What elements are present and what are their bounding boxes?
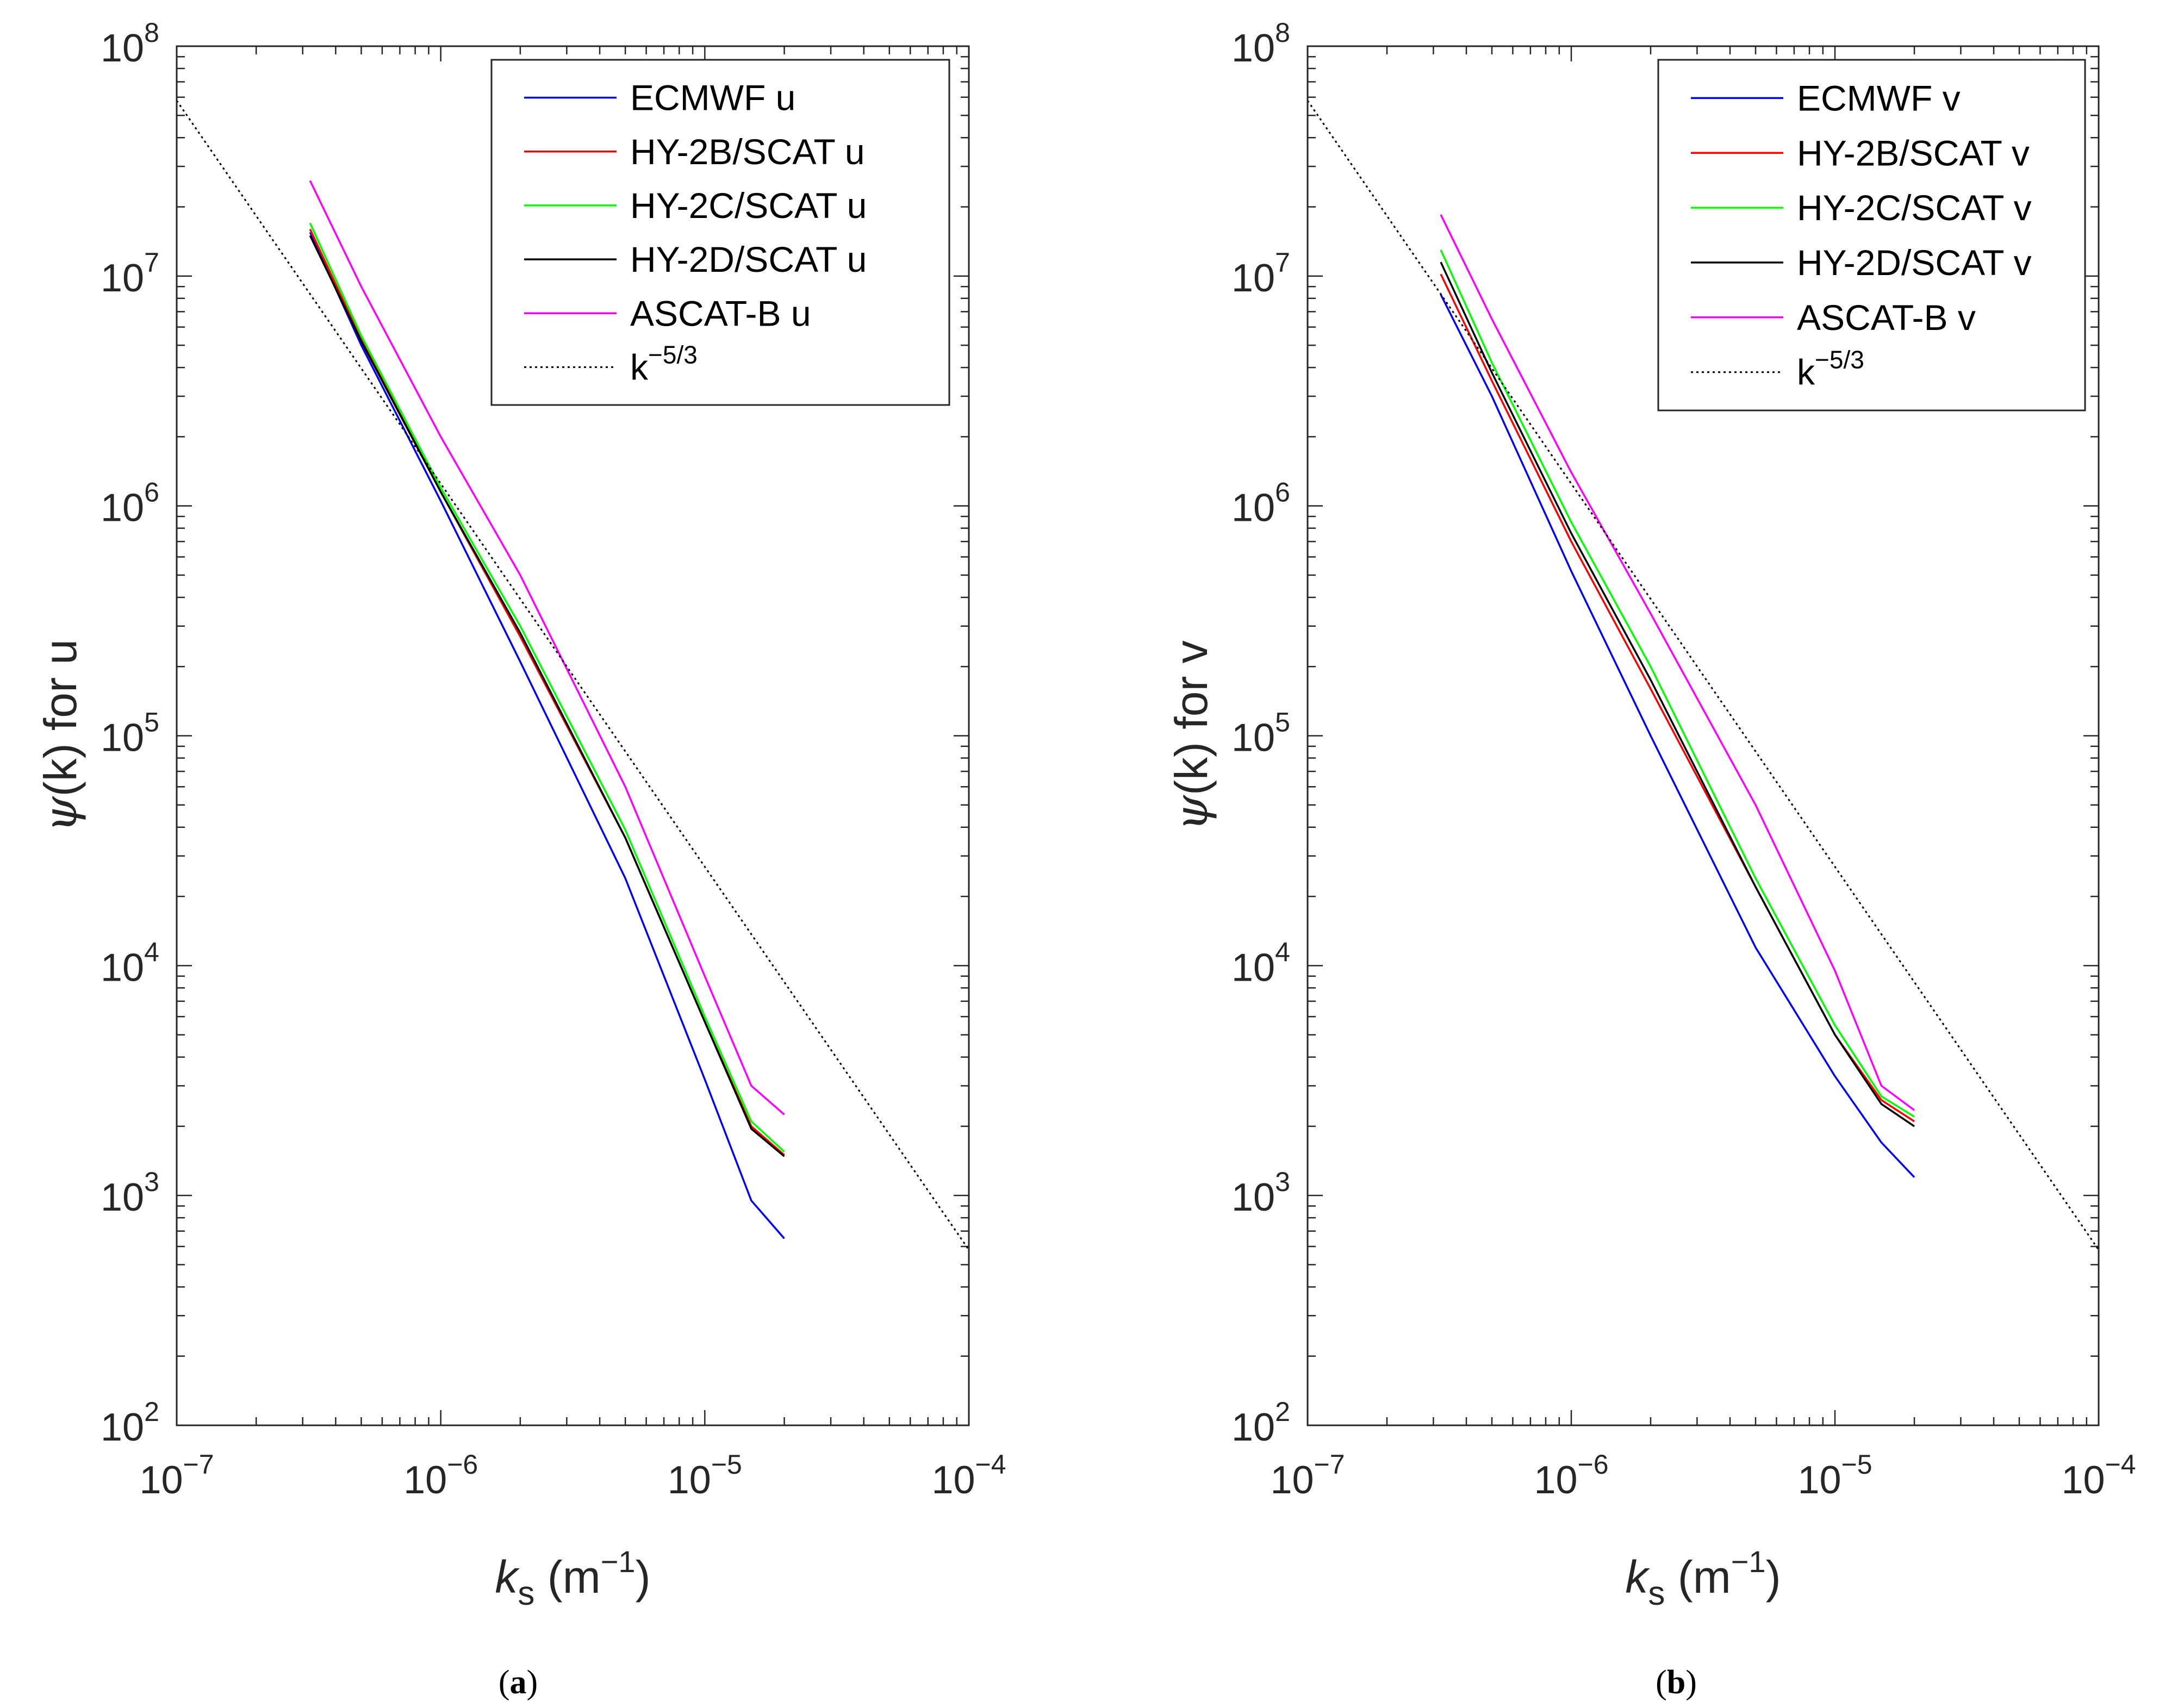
series-line-2: [1440, 249, 1915, 1118]
panel-a: 10−7 10−6 10−5 10−4 102 103 104 105 106 107 108 ks …: [34, 17, 1006, 1701]
tick-marks: [176, 45, 970, 1426]
legend-box: [490, 59, 950, 406]
panel-caption: (b): [1656, 1664, 1697, 1701]
series-line-4: [309, 180, 785, 1115]
y-tick-label: 103: [1231, 1167, 1290, 1219]
legend-entry-3: HY-2D/SCAT v: [1797, 242, 2032, 283]
legend-entry-1: HY-2B/SCAT v: [1797, 133, 2030, 173]
series-line-1: [1440, 273, 1915, 1123]
series-line-3: [1440, 261, 1915, 1127]
y-tick-label: 105: [101, 707, 159, 760]
legend-entry-4: ASCAT-B v: [1797, 297, 1976, 338]
legend-entry-0: ECMWF v: [1797, 78, 1961, 118]
panel-caption: (a): [499, 1664, 538, 1701]
x-tick-label: 10−7: [139, 1449, 214, 1502]
y-axis-label: ψ(k) for u: [34, 639, 87, 832]
legend-entry-4: ASCAT-B u: [630, 293, 811, 333]
axes-box: [1306, 45, 2100, 1426]
legend-entry-3: HY-2D/SCAT u: [630, 239, 867, 279]
y-tick-label: 106: [101, 477, 159, 530]
legend-box: [1657, 59, 2086, 412]
y-tick-label: 102: [1231, 1397, 1290, 1449]
legend: ECMWF v HY-2B/SCAT v HY-2C/SCAT v HY-2D/SCA…: [1657, 59, 2086, 412]
legend-entry-2: HY-2C/SCAT v: [1797, 188, 2032, 228]
series-line-3: [309, 235, 785, 1157]
legend-entry-5: k−5/3: [630, 340, 698, 387]
y-tick-label: 108: [101, 17, 159, 70]
axes-box: [176, 45, 970, 1426]
x-tick-label: 10−5: [668, 1449, 742, 1502]
legend-entry-1: HY-2B/SCAT u: [630, 132, 865, 172]
x-axis-label: ks (m−1): [1625, 1544, 1781, 1612]
x-tick-label: 10−6: [403, 1449, 478, 1502]
x-tick-label: 10−5: [1797, 1449, 1872, 1502]
x-tick-label: 10−7: [1270, 1449, 1345, 1502]
legend: ECMWF u HY-2B/SCAT u HY-2C/SCAT u HY-2D/SCA…: [490, 59, 950, 406]
legend-entry-2: HY-2C/SCAT u: [630, 185, 867, 226]
x-tick-label: 10−6: [1534, 1449, 1608, 1502]
y-tick-label: 103: [101, 1167, 159, 1219]
x-tick-label: 10−4: [931, 1449, 1006, 1502]
series-line-4: [1440, 214, 1915, 1111]
series-line-0: [1440, 294, 1915, 1178]
y-tick-label: 107: [1231, 247, 1290, 300]
panel-b: 10−7 10−6 10−5 10−4 102 103 104 105 106 107 108 ks …: [1165, 17, 2136, 1701]
y-tick-label: 108: [1231, 17, 1290, 70]
x-tick-label: 10−4: [2061, 1449, 2136, 1502]
series-lines: [176, 100, 970, 1251]
y-tick-label: 105: [1231, 707, 1290, 760]
y-tick-label: 106: [1231, 477, 1290, 530]
series-line-0: [309, 232, 785, 1239]
y-tick-label: 107: [101, 247, 159, 300]
series-line-5: [176, 100, 970, 1251]
legend-entry-5: k−5/3: [1797, 346, 1864, 392]
y-tick-label: 102: [101, 1397, 159, 1449]
x-axis-label: ks (m−1): [495, 1544, 650, 1612]
y-axis-label: ψ(k) for v: [1165, 640, 1218, 831]
series-line-2: [309, 222, 785, 1152]
y-tick-label: 104: [101, 937, 159, 989]
legend-entry-0: ECMWF u: [630, 78, 795, 118]
series-lines: [1306, 100, 2100, 1251]
series-line-5: [1306, 100, 2100, 1251]
y-tick-label: 104: [1231, 937, 1290, 989]
